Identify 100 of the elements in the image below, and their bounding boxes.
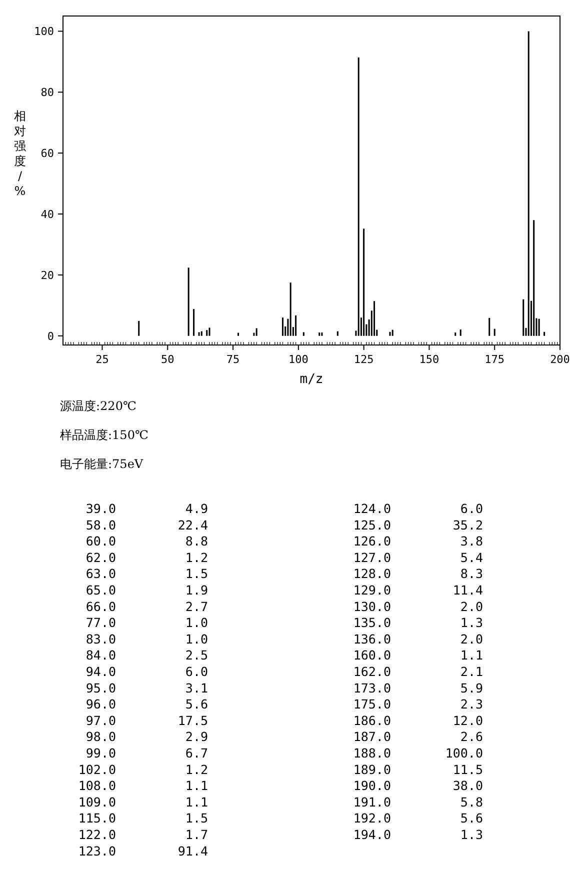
y-tick-label: 20	[40, 268, 54, 282]
text: 8.8	[185, 534, 208, 549]
text: 136.0	[353, 631, 391, 646]
text: 2.1	[460, 664, 483, 679]
text: 124.0	[353, 501, 391, 516]
text: 12.0	[452, 712, 483, 728]
text: 62.0	[86, 550, 116, 565]
x-tick-label: 75	[226, 353, 240, 366]
text: 1.1	[185, 794, 208, 810]
text: 96.0	[86, 696, 116, 712]
text: 115.0	[78, 810, 116, 826]
text: 5.4	[460, 550, 483, 565]
text: 99.0	[86, 746, 116, 760]
text: 1.0	[185, 615, 208, 630]
text: 60.0	[86, 534, 116, 549]
text: 109.0	[78, 794, 116, 810]
text: 11.5	[452, 762, 483, 777]
text: 189.0	[353, 762, 391, 777]
text: 173.0	[353, 680, 391, 696]
text: 175.0	[353, 696, 391, 712]
text: 102.0	[78, 762, 116, 777]
y-tick-label: 80	[40, 86, 54, 100]
text: 1.0	[185, 631, 208, 646]
text: 39.0	[86, 501, 116, 516]
text: 97.0	[86, 712, 116, 728]
text: 2.0	[460, 598, 483, 614]
text: 127.0	[353, 550, 391, 565]
text: 1.9	[185, 582, 208, 598]
text: 130.0	[353, 598, 391, 614]
text: 1.1	[185, 778, 208, 794]
text: 123.0	[78, 843, 116, 858]
text: 94.0	[86, 664, 116, 679]
text: 194.0	[353, 827, 391, 842]
text: 108.0	[78, 778, 116, 794]
text: 125.0	[353, 517, 391, 532]
text: 77.0	[86, 615, 116, 630]
text: 22.4	[178, 517, 208, 532]
text: 100.0	[445, 746, 483, 760]
text: 162.0	[353, 664, 391, 679]
text: 1.1	[460, 648, 483, 663]
text: 38.0	[452, 778, 483, 794]
text: 2.5	[185, 648, 208, 663]
text: 6.0	[185, 664, 208, 679]
text: 135.0	[353, 615, 391, 630]
text: 35.2	[452, 517, 483, 532]
y-tick-label: 40	[40, 208, 54, 222]
text: 58.0	[86, 517, 116, 532]
x-axis-title: m/z	[300, 372, 324, 387]
x-tick-label: 175	[484, 353, 505, 366]
y-tick-label: 0	[47, 330, 54, 343]
text: 1.7	[185, 827, 208, 842]
text: 128.0	[353, 566, 391, 582]
text: 129.0	[353, 582, 391, 598]
text: 160.0	[353, 648, 391, 663]
text: 17.5	[178, 712, 208, 728]
text: 1.2	[185, 550, 208, 565]
text: 1.3	[460, 827, 483, 842]
text: 187.0	[353, 729, 391, 744]
text: 188.0	[353, 746, 391, 760]
x-tick-label: 50	[161, 353, 174, 366]
text: 65.0	[86, 582, 116, 598]
text: 95.0	[86, 680, 116, 696]
y-axis-title: 相对强度/%	[14, 109, 26, 198]
text: 11.4	[452, 582, 483, 598]
y-tick-label: 100	[34, 25, 54, 38]
text: 66.0	[86, 598, 116, 614]
text: 84.0	[86, 648, 116, 663]
text: 122.0	[78, 827, 116, 842]
text: 91.4	[178, 843, 208, 858]
text: 4.9	[185, 501, 208, 516]
text: 源温度:220℃	[60, 399, 136, 413]
x-tick-label: 150	[419, 353, 440, 366]
text: 5.8	[460, 794, 483, 810]
text: 2.9	[185, 729, 208, 744]
text: 5.6	[460, 810, 483, 826]
text: 5.6	[185, 696, 208, 712]
x-tick-label: 125	[354, 353, 374, 366]
text: 3.1	[185, 680, 208, 696]
text: 192.0	[353, 810, 391, 826]
text: 5.9	[460, 680, 483, 696]
text: 3.8	[460, 534, 483, 549]
text: 1.5	[185, 566, 208, 582]
x-tick-label: 100	[288, 353, 308, 366]
text: 2.7	[185, 598, 208, 614]
text: 2.0	[460, 631, 483, 646]
text: 6.0	[460, 501, 483, 516]
text: 6.7	[185, 746, 208, 760]
text: 2.6	[460, 729, 483, 744]
text: 98.0	[86, 729, 116, 744]
text: 2.3	[460, 696, 483, 712]
x-tick-label: 200	[550, 353, 570, 366]
text: 63.0	[86, 566, 116, 582]
text: 190.0	[353, 778, 391, 794]
text: 191.0	[353, 794, 391, 810]
text: 186.0	[353, 712, 391, 728]
text: 样品温度:150℃	[60, 428, 148, 442]
text: 126.0	[353, 534, 391, 549]
text: 1.5	[185, 810, 208, 826]
text: 1.2	[185, 762, 208, 777]
y-tick-label: 60	[40, 147, 54, 160]
